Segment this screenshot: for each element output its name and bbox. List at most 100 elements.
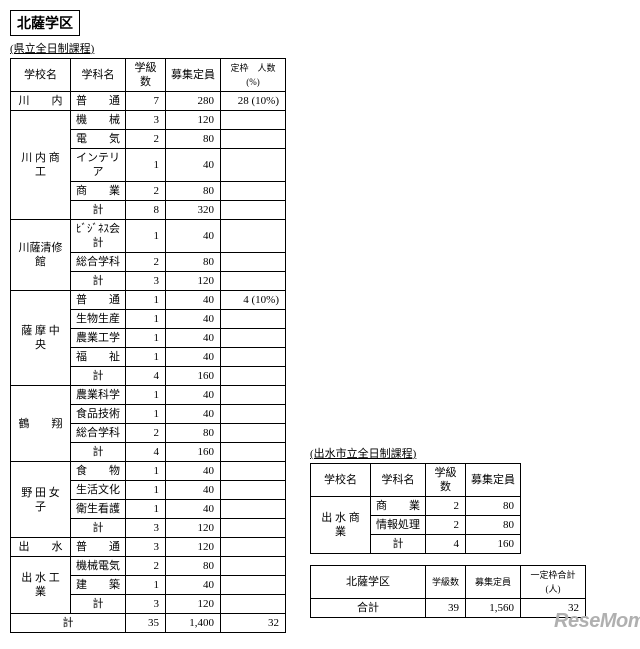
side-table: 学校名 学科名 学級数 募集定員 出 水 商 業商 業280情報処理280計41… (310, 463, 521, 554)
side-dept: 商 業 (371, 497, 426, 516)
quota-cell (221, 481, 286, 500)
school-name: 野 田 女 子 (11, 462, 71, 538)
dept-cell: 農業科学 (71, 386, 126, 405)
quota-cell (221, 367, 286, 386)
summary-label: 合計 (311, 599, 426, 618)
capacity-cell: 160 (166, 443, 221, 462)
capacity-cell: 80 (166, 182, 221, 201)
quota-cell (221, 443, 286, 462)
classes-cell: 1 (126, 310, 166, 329)
classes-cell: 1 (126, 149, 166, 182)
capacity-cell: 40 (166, 462, 221, 481)
dept-cell: 建 築 (71, 576, 126, 595)
total-label: 計 (11, 614, 126, 633)
capacity-cell: 80 (166, 253, 221, 272)
dept-cell: 普 通 (71, 538, 126, 557)
capacity-cell: 80 (166, 130, 221, 149)
capacity-cell: 40 (166, 576, 221, 595)
quota-cell (221, 557, 286, 576)
dept-cell: 商 業 (71, 182, 126, 201)
capacity-cell: 40 (166, 149, 221, 182)
classes-cell: 1 (126, 329, 166, 348)
capacity-cell: 120 (166, 111, 221, 130)
hdr-quota: 定枠 人数(%) (221, 59, 286, 92)
quota-cell (221, 149, 286, 182)
side-cap: 80 (466, 497, 521, 516)
summary-hdr-classes: 学級数 (426, 566, 466, 599)
school-name: 川 内 商 工 (11, 111, 71, 220)
side-school-name: 出 水 商 業 (311, 497, 371, 554)
quota-cell (221, 576, 286, 595)
quota-cell (221, 348, 286, 367)
dept-cell: ﾋﾞｼﾞﾈｽ会計 (71, 220, 126, 253)
classes-cell: 4 (126, 367, 166, 386)
school-name: 鶴 翔 (11, 386, 71, 462)
classes-cell: 2 (126, 424, 166, 443)
classes-cell: 4 (126, 443, 166, 462)
dept-cell: 総合学科 (71, 253, 126, 272)
capacity-cell: 280 (166, 92, 221, 111)
classes-cell: 8 (126, 201, 166, 220)
classes-cell: 1 (126, 405, 166, 424)
classes-cell: 3 (126, 272, 166, 291)
school-name: 出 水 (11, 538, 71, 557)
capacity-cell: 40 (166, 220, 221, 253)
capacity-cell: 160 (166, 367, 221, 386)
capacity-cell: 80 (166, 424, 221, 443)
quota-cell (221, 310, 286, 329)
school-name: 川 内 (11, 92, 71, 111)
quota-cell (221, 500, 286, 519)
summary-hdr-capacity: 募集定員 (466, 566, 521, 599)
dept-cell: 機 械 (71, 111, 126, 130)
resemom-logo: ReseMom (554, 610, 640, 633)
hdr-capacity: 募集定員 (166, 59, 221, 92)
side-cap: 80 (466, 516, 521, 535)
quota-cell (221, 220, 286, 253)
classes-cell: 3 (126, 595, 166, 614)
dept-cell: 農業工学 (71, 329, 126, 348)
dept-cell: 計 (71, 272, 126, 291)
side-dept: 情報処理 (371, 516, 426, 535)
dept-cell: 生物生産 (71, 310, 126, 329)
quota-cell (221, 329, 286, 348)
classes-cell: 1 (126, 348, 166, 367)
quota-cell (221, 182, 286, 201)
dept-cell: 衛生看護 (71, 500, 126, 519)
quota-cell (221, 462, 286, 481)
side-cls: 4 (426, 535, 466, 554)
quota-cell (221, 386, 286, 405)
dept-cell: 生活文化 (71, 481, 126, 500)
classes-cell: 3 (126, 538, 166, 557)
capacity-cell: 40 (166, 500, 221, 519)
classes-cell: 1 (126, 500, 166, 519)
classes-cell: 1 (126, 481, 166, 500)
main-subtitle: (県立全日制課程) (10, 40, 640, 56)
side-cls: 2 (426, 497, 466, 516)
side-hdr-classes: 学級数 (426, 464, 466, 497)
dept-cell: 総合学科 (71, 424, 126, 443)
school-name: 川薩清修館 (11, 220, 71, 291)
summary-cap: 1,560 (466, 599, 521, 618)
quota-cell (221, 405, 286, 424)
school-name: 薩 摩 中 央 (11, 291, 71, 386)
summary-hdr-quota: 一定枠合計(人) (521, 566, 586, 599)
summary-district: 北薩学区 (311, 566, 426, 599)
side-hdr-dept: 学科名 (371, 464, 426, 497)
capacity-cell: 120 (166, 519, 221, 538)
school-name: 出 水 工 業 (11, 557, 71, 614)
quota-cell (221, 272, 286, 291)
capacity-cell: 40 (166, 310, 221, 329)
quota-cell: 28 (10%) (221, 92, 286, 111)
capacity-cell: 320 (166, 201, 221, 220)
side-subtitle: (出水市立全日制課程) (310, 445, 521, 461)
classes-cell: 1 (126, 576, 166, 595)
quota-cell (221, 130, 286, 149)
capacity-cell: 120 (166, 538, 221, 557)
quota-cell (221, 595, 286, 614)
total-cap: 1,400 (166, 614, 221, 633)
classes-cell: 2 (126, 253, 166, 272)
dept-cell: インテリア (71, 149, 126, 182)
hdr-dept: 学科名 (71, 59, 126, 92)
classes-cell: 7 (126, 92, 166, 111)
quota-cell (221, 253, 286, 272)
